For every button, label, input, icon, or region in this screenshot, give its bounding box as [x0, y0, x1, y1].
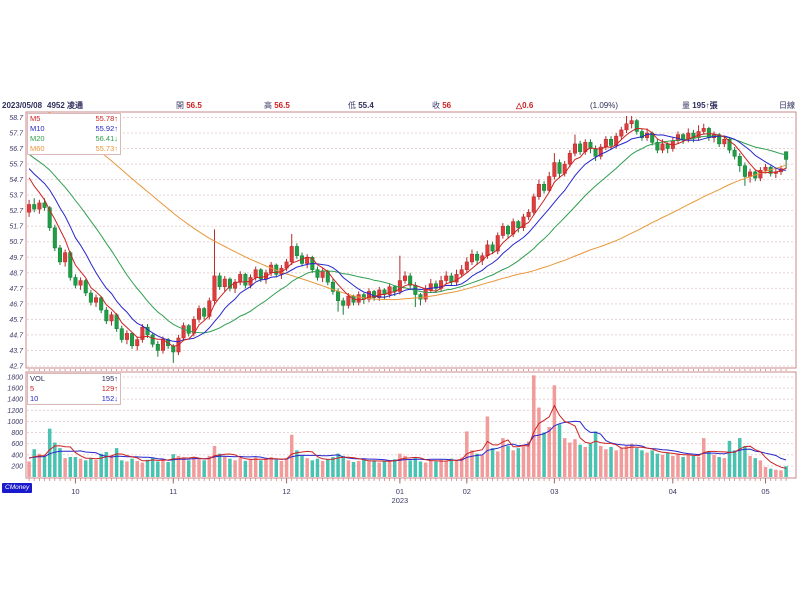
- price-ma-legend: M5 55.78↑ M10 55.92↑ M20 56.41↓ M60 55.73↑: [27, 113, 121, 155]
- low-value: 55.4: [358, 101, 374, 110]
- price-pane-border: [25, 111, 797, 369]
- volume-bars-layer: [27, 375, 788, 477]
- ma60-line: [47, 112, 787, 301]
- volume-value: 195↑張: [692, 101, 718, 110]
- svg-text:1200: 1200: [7, 408, 23, 415]
- cmoney-watermark: CMoney: [2, 483, 33, 493]
- open-field: 開 56.5: [176, 101, 202, 110]
- low-field: 低 55.4: [348, 101, 374, 110]
- svg-text:54.7: 54.7: [9, 177, 24, 184]
- svg-text:10: 10: [71, 487, 79, 496]
- close-field: 收 56: [432, 101, 451, 110]
- vol-ma5-line: [28, 404, 787, 469]
- svg-text:11: 11: [169, 487, 177, 496]
- svg-text:48.7: 48.7: [9, 270, 24, 277]
- close-value: 56: [442, 101, 452, 110]
- svg-text:03: 03: [550, 487, 558, 496]
- svg-text:1800: 1800: [7, 375, 23, 382]
- svg-text:44.7: 44.7: [9, 332, 24, 339]
- high-field: 高 56.5: [264, 101, 290, 110]
- svg-text:1000: 1000: [7, 419, 23, 426]
- legend-row-vol10: 10 152↓: [30, 394, 118, 403]
- svg-text:1600: 1600: [7, 386, 23, 393]
- legend-row-vol: VOL 195↑: [30, 374, 118, 383]
- svg-text:45.7: 45.7: [9, 317, 24, 324]
- vol-ma10-line: [29, 420, 787, 462]
- svg-text:50.7: 50.7: [9, 239, 24, 246]
- x-axis-labels: 10 11 12 01 02 03 04 05 2023: [71, 478, 770, 505]
- ma10-line: [28, 133, 787, 343]
- change-percent: (1.09%): [590, 101, 619, 110]
- svg-text:43.7: 43.7: [9, 348, 24, 355]
- svg-text:49.7: 49.7: [9, 255, 24, 262]
- close-label: 收: [432, 101, 440, 110]
- svg-text:01: 01: [396, 487, 404, 496]
- high-value: 56.5: [274, 101, 290, 110]
- legend-row-m10: M10 55.92↑: [30, 124, 118, 133]
- period-selector[interactable]: 日線: [779, 101, 795, 110]
- gridlines: [27, 117, 795, 467]
- ma20-line: [28, 135, 787, 334]
- svg-text:52.7: 52.7: [9, 208, 24, 215]
- svg-text:42.7: 42.7: [9, 363, 24, 370]
- date-label: 2023/05/08: [2, 101, 43, 110]
- svg-text:46.7: 46.7: [9, 301, 24, 308]
- svg-text:400: 400: [11, 452, 23, 459]
- open-value: 56.5: [186, 101, 202, 110]
- price-ma-lines: [28, 112, 787, 347]
- svg-text:58.7: 58.7: [9, 115, 24, 122]
- change-value: △0.6: [516, 101, 534, 110]
- svg-text:200: 200: [10, 463, 23, 470]
- low-label: 低: [348, 101, 356, 110]
- svg-text:51.7: 51.7: [9, 224, 24, 231]
- axis-labels: 58.7 57.7 56.7 55.7 54.7 53.7 52.7 51.7 50.7 49.7…: [7, 115, 24, 470]
- svg-text:2023: 2023: [392, 496, 409, 505]
- svg-text:04: 04: [669, 487, 677, 496]
- volume-field: 量 195↑張: [682, 101, 718, 110]
- svg-text:57.7: 57.7: [9, 131, 24, 138]
- svg-text:56.7: 56.7: [9, 146, 24, 153]
- high-label: 高: [264, 101, 272, 110]
- svg-text:800: 800: [11, 430, 23, 437]
- svg-text:12: 12: [282, 487, 290, 496]
- volume-ma-lines: [28, 404, 787, 469]
- ticker-label: 4952 凌通: [47, 101, 84, 110]
- open-label: 開: [176, 101, 184, 110]
- ma5-line: [28, 127, 787, 347]
- svg-text:47.7: 47.7: [9, 286, 24, 293]
- svg-text:1400: 1400: [7, 397, 23, 404]
- legend-row-m20: M20 56.41↓: [30, 134, 118, 143]
- legend-row-vol5: 5 129↑: [30, 384, 118, 393]
- svg-text:05: 05: [761, 487, 769, 496]
- svg-text:02: 02: [463, 487, 471, 496]
- volume-legend: VOL 195↑ 5 129↑ 10 152↓: [27, 373, 121, 405]
- legend-row-m5: M5 55.78↑: [30, 114, 118, 123]
- legend-row-m60: M60 55.73↑: [30, 144, 118, 153]
- svg-text:53.7: 53.7: [9, 193, 24, 200]
- volume-pane-border: [25, 371, 797, 479]
- svg-text:55.7: 55.7: [9, 162, 24, 169]
- svg-text:600: 600: [11, 441, 23, 448]
- volume-label: 量: [682, 101, 690, 110]
